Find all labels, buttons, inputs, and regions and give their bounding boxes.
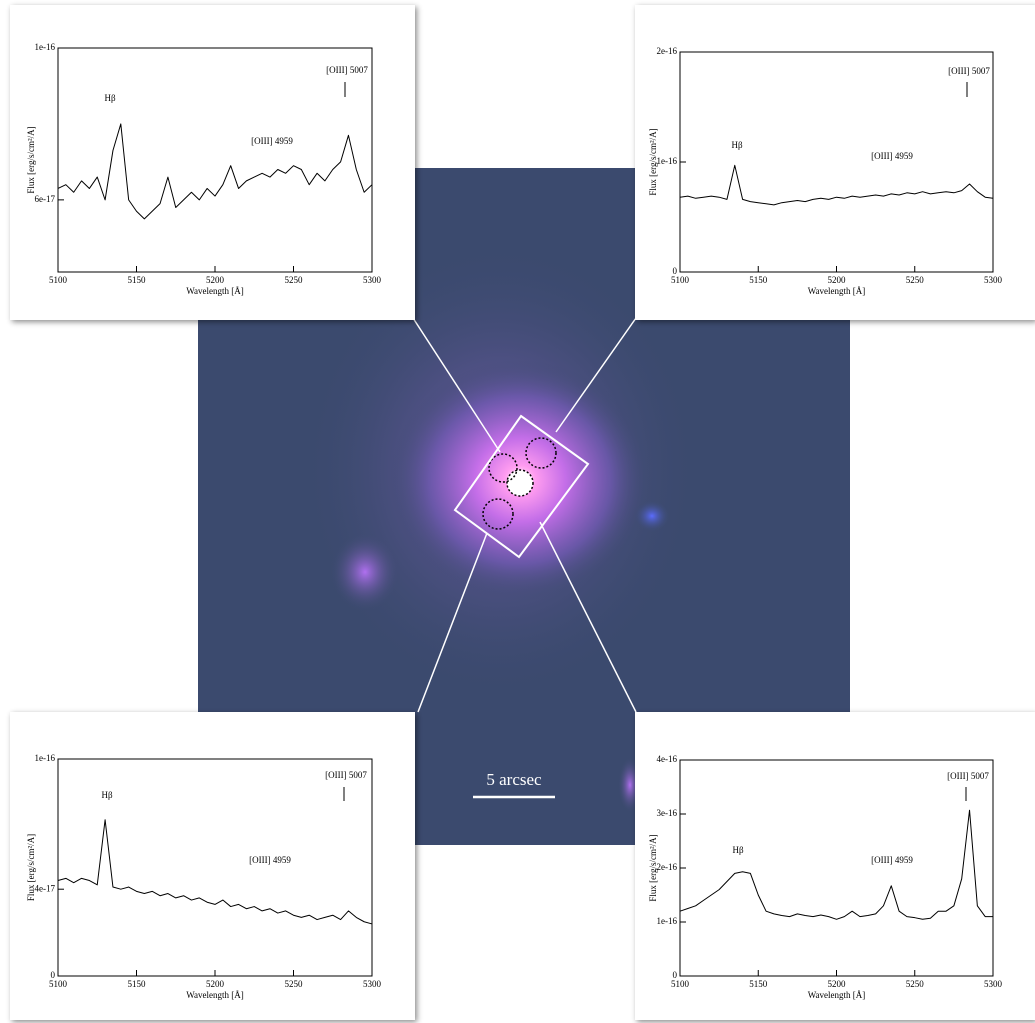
x-tick-label: 5150: [128, 275, 147, 285]
line-annotation: [OIII] 4959: [871, 855, 913, 865]
y-tick-label: 0: [673, 970, 678, 980]
line-annotation: Hβ: [104, 93, 115, 103]
x-tick-label: 5300: [984, 979, 1003, 989]
spectra: 5100 5150 5200 5250 5300 6e-17 1e-16 Wavelength…: [10, 5, 1035, 1020]
x-axis-label: Wavelength [Å]: [808, 286, 866, 296]
panel-background: [635, 712, 1035, 1020]
spectrum-panel: 5100 5150 5200 5250 5300 6e-17 1e-16 Wavelength…: [10, 5, 415, 320]
y-axis-label: Flux [erg/s/cm²/A]: [26, 126, 36, 193]
spectrum-line: [57, 819, 373, 925]
x-tick-label: 5250: [906, 275, 925, 285]
y-tick-label: 0: [51, 970, 56, 980]
x-axis-label: Wavelength [Å]: [808, 990, 866, 1000]
x-tick-label: 5250: [906, 979, 925, 989]
panel-background: [10, 712, 415, 1020]
y-tick-label: 2e-16: [657, 46, 678, 56]
line-annotation: [OIII] 5007: [325, 770, 367, 780]
y-tick-label: 3e-16: [657, 808, 678, 818]
line-annotation: Hβ: [732, 845, 743, 855]
line-annotation: [OIII] 4959: [251, 136, 293, 146]
panel-background: [10, 5, 415, 320]
line-annotation: [OIII] 4959: [249, 855, 291, 865]
x-tick-label: 5150: [749, 275, 768, 285]
x-tick-label: 5300: [984, 275, 1003, 285]
spectrum-line: [679, 164, 994, 206]
line-annotation: [OIII] 5007: [326, 65, 368, 75]
x-tick-label: 5100: [49, 275, 68, 285]
line-annotation: [OIII] 5007: [948, 66, 990, 76]
spectrum-line: [57, 123, 373, 220]
y-tick-label: 1e-16: [657, 156, 678, 166]
x-tick-label: 5150: [128, 979, 147, 989]
y-tick-label: 0: [673, 266, 678, 276]
y-tick-label: 2e-16: [657, 862, 678, 872]
line-annotation: Hβ: [731, 140, 742, 150]
x-axis-label: Wavelength [Å]: [186, 990, 244, 1000]
scale-label: 5 arcsec: [486, 770, 542, 789]
y-axis-label: Flux [erg/s/cm²/A]: [26, 834, 36, 901]
x-tick-label: 5100: [671, 979, 690, 989]
y-tick-label: 6e-17: [35, 194, 56, 204]
x-axis-label: Wavelength [Å]: [186, 286, 244, 296]
x-tick-label: 5150: [749, 979, 768, 989]
line-annotation: Hβ: [101, 790, 112, 800]
x-tick-label: 5100: [49, 979, 68, 989]
spectrum-panel: 5100 5150 5200 5250 5300 0 1e-16 2e-16 Wavelengt…: [635, 5, 1035, 320]
spectrum-panel: 5100 5150 5200 5250 5300 0 1e-16 2e-16 3e-16 4e-1…: [635, 712, 1035, 1020]
y-axis-label: Flux [erg/s/cm²/A]: [648, 834, 658, 901]
y-tick-label: 1e-16: [35, 42, 56, 52]
y-tick-label: 1e-16: [35, 753, 56, 763]
x-tick-label: 5200: [206, 979, 225, 989]
x-tick-label: 5200: [828, 275, 847, 285]
y-tick-label: 4e-17: [35, 883, 56, 893]
x-tick-label: 5250: [285, 275, 304, 285]
x-tick-label: 5250: [285, 979, 304, 989]
x-tick-label: 5100: [671, 275, 690, 285]
x-tick-label: 5300: [363, 979, 382, 989]
line-annotation: [OIII] 5007: [947, 771, 989, 781]
line-annotation: [OIII] 4959: [871, 151, 913, 161]
y-tick-label: 4e-16: [657, 754, 678, 764]
y-axis-label: Flux [erg/s/cm²/A]: [648, 128, 658, 195]
spectrum-panel: 5100 5150 5200 5250 5300 0 4e-17 1e-16 Wavelengt…: [10, 712, 415, 1020]
y-tick-label: 1e-16: [657, 916, 678, 926]
spectrum-line: [679, 809, 993, 920]
x-tick-label: 5200: [828, 979, 847, 989]
panel-background: [635, 5, 1035, 320]
x-tick-label: 5200: [206, 275, 225, 285]
x-tick-label: 5300: [363, 275, 382, 285]
